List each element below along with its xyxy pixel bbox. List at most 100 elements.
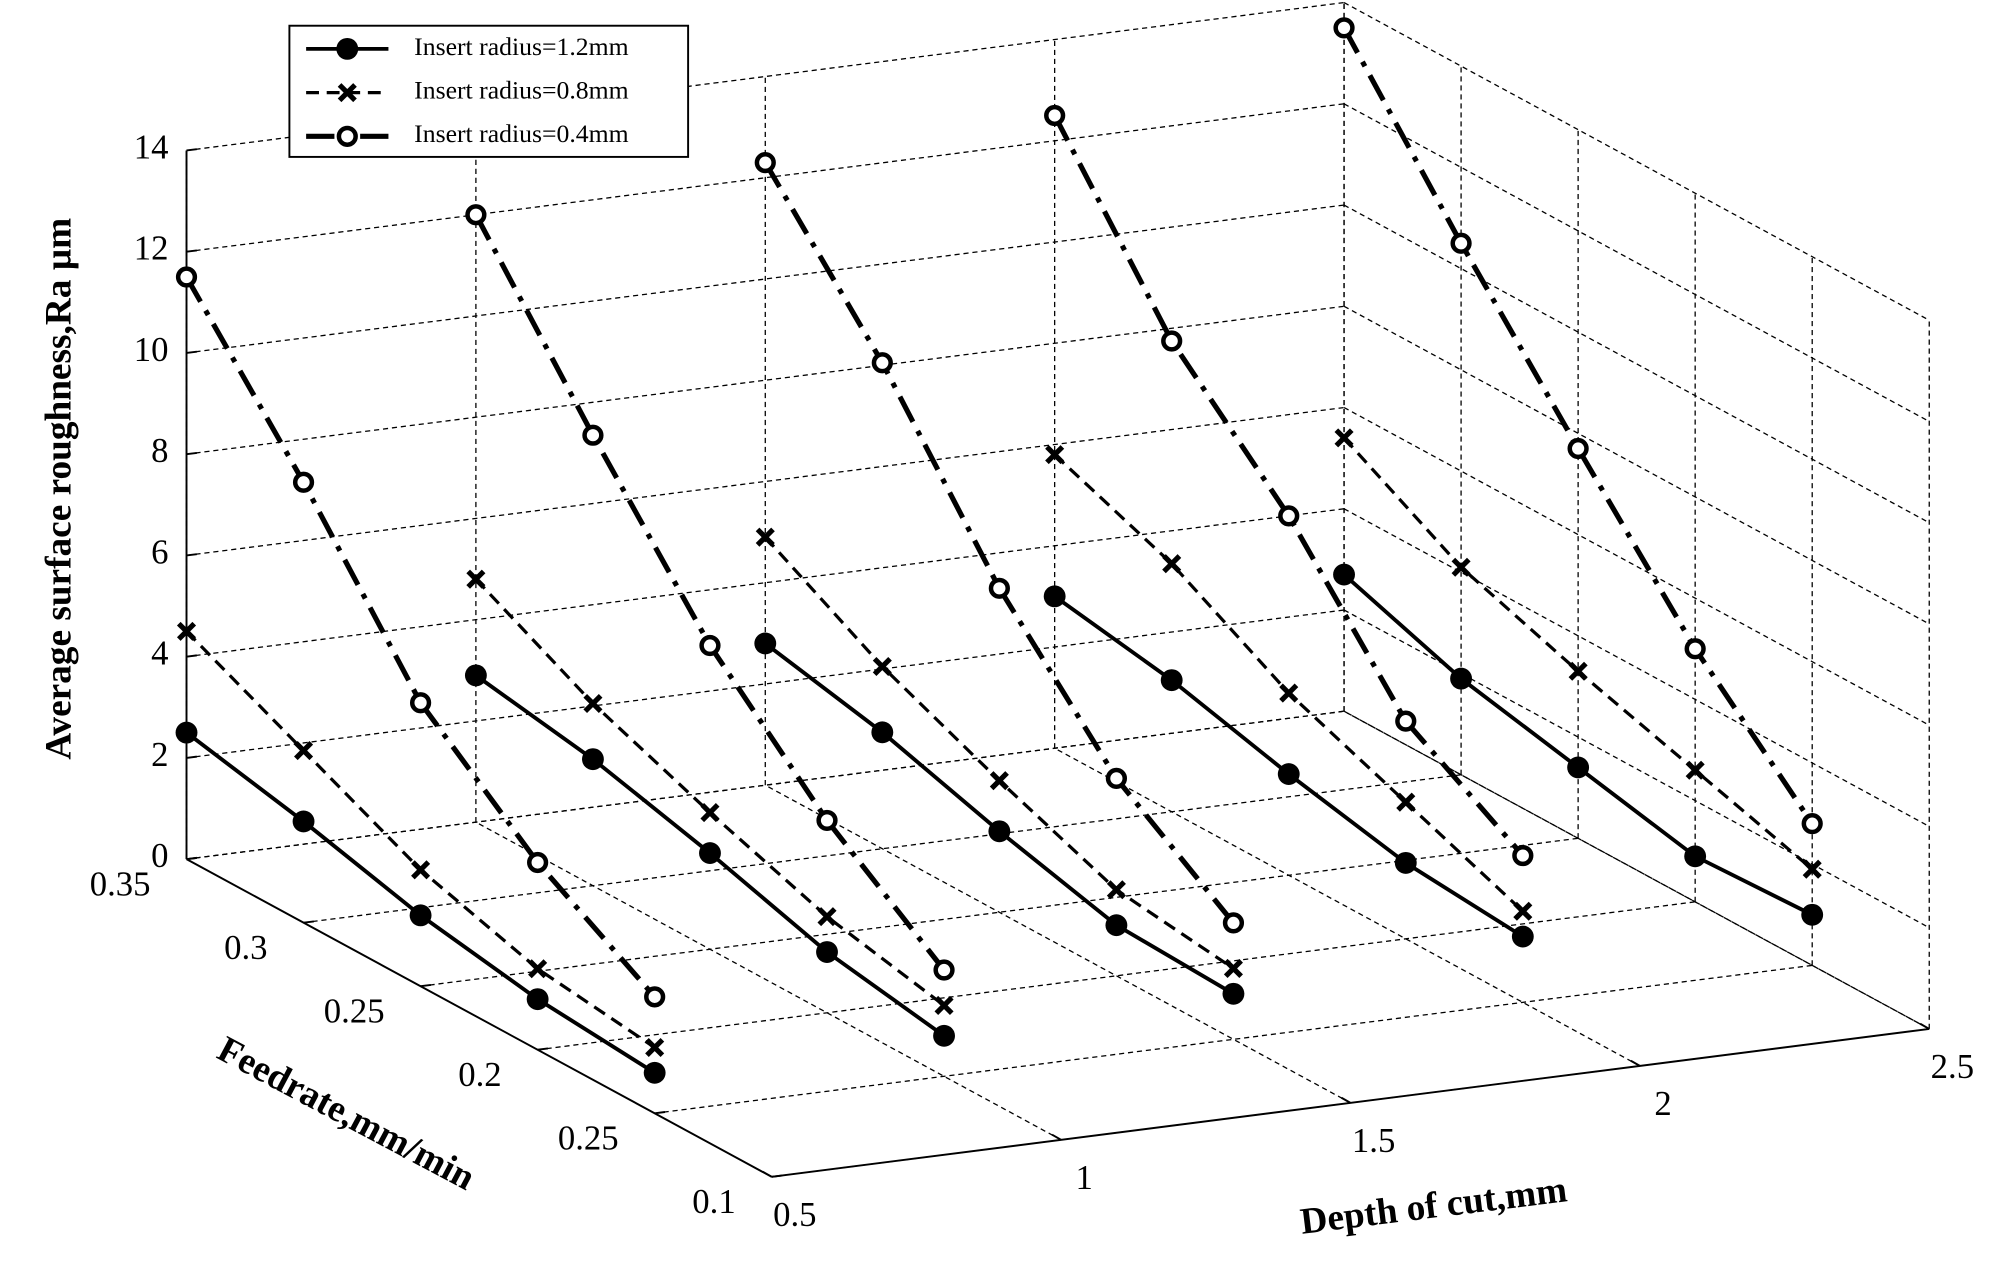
marker	[1333, 563, 1355, 586]
tick-mark	[654, 1111, 666, 1115]
marker	[1801, 903, 1824, 926]
marker	[528, 959, 548, 979]
marker	[871, 352, 893, 374]
series-line	[1341, 26, 1815, 826]
x-tick-label: 1	[1076, 1158, 1093, 1197]
y-axis-title: Feedrate,mm/min	[211, 1029, 482, 1199]
x-tick-label: 0.5	[773, 1195, 816, 1234]
z-tick-label: 12	[134, 229, 169, 268]
marker	[337, 83, 357, 103]
x-axis	[771, 1027, 1930, 1178]
marker	[989, 771, 1009, 791]
grid-line	[186, 710, 1345, 860]
y-tick-label: 0.3	[224, 928, 267, 967]
marker	[1512, 844, 1534, 867]
marker	[933, 959, 955, 981]
tick-mark	[186, 654, 197, 658]
tick-mark	[186, 856, 197, 861]
marker	[526, 988, 549, 1011]
grid-line	[1343, 406, 1930, 726]
marker	[1511, 925, 1534, 948]
marker	[1802, 859, 1822, 879]
tick-mark	[186, 249, 197, 253]
tick-mark	[186, 148, 197, 152]
grid-line	[1343, 204, 1930, 524]
marker	[1278, 505, 1300, 527]
tick-mark	[1630, 1059, 1641, 1067]
y-tick-label: 0.25	[324, 991, 385, 1030]
grid-line	[186, 103, 1345, 253]
z-tick-label: 8	[151, 431, 168, 470]
marker	[700, 803, 720, 823]
tick-mark	[186, 350, 197, 354]
marker	[755, 527, 775, 547]
legend-label: Insert radius=1.2mm	[414, 32, 629, 61]
grid-line	[1343, 2, 1930, 321]
grid-line	[303, 774, 1462, 924]
marker	[988, 577, 1010, 599]
tick-mark	[1919, 1022, 1930, 1030]
marker	[1277, 763, 1300, 785]
legend: Insert radius=1.2mm Insert radius=0.8mm In…	[288, 24, 690, 158]
series-line	[185, 731, 656, 1075]
marker	[294, 741, 314, 761]
marker	[583, 693, 603, 714]
marker	[1684, 638, 1706, 660]
z-tick-label: 4	[151, 634, 168, 673]
marker	[1334, 428, 1354, 448]
marker	[817, 907, 837, 927]
grid-line	[420, 837, 1579, 987]
marker	[1567, 437, 1589, 460]
tick-mark	[420, 983, 431, 988]
marker	[754, 151, 776, 174]
z-tick-label: 14	[134, 127, 169, 166]
series-line	[1052, 114, 1525, 858]
tick-mark	[762, 1170, 773, 1178]
z-axis-title: Average surface roughness,Ra µm	[38, 218, 79, 760]
marker	[1223, 958, 1243, 979]
grid-line	[186, 1, 1345, 152]
marker	[582, 424, 604, 446]
series-line	[763, 161, 1236, 925]
tick-mark	[303, 920, 314, 924]
marker	[465, 204, 487, 226]
grid-line	[475, 821, 1062, 1141]
marker	[643, 1061, 666, 1084]
y-axis	[186, 858, 773, 1178]
z-tick-label: 6	[151, 532, 168, 571]
z-tick-label: 10	[134, 330, 169, 369]
series-line	[764, 536, 1235, 970]
marker	[754, 632, 777, 655]
marker	[1395, 710, 1417, 732]
marker	[527, 851, 549, 874]
grid-line	[654, 964, 1813, 1114]
z-tick-label: 0	[151, 836, 168, 875]
marker	[336, 125, 358, 147]
marker	[1567, 756, 1590, 779]
grid-line	[1343, 305, 1930, 625]
marker	[1105, 914, 1128, 937]
marker	[988, 820, 1011, 843]
x-tick-label: 2	[1654, 1084, 1671, 1123]
marker	[1333, 17, 1355, 39]
y-tick-label: 0.25	[558, 1119, 619, 1158]
tick-mark	[771, 1174, 783, 1178]
grid-line	[537, 901, 1696, 1051]
tick-mark	[186, 553, 197, 557]
marker	[816, 941, 838, 963]
marker	[292, 810, 315, 833]
marker	[699, 634, 721, 657]
marker	[1162, 554, 1182, 574]
grid-line	[1343, 103, 1930, 423]
marker	[1685, 760, 1705, 780]
y-tick-label: 0.1	[692, 1182, 735, 1221]
x-axis-title: Depth of cut,mm	[1298, 1169, 1569, 1242]
marker	[466, 569, 486, 589]
marker	[1450, 667, 1473, 690]
marker	[1106, 880, 1126, 900]
marker	[1161, 330, 1183, 352]
marker	[175, 721, 198, 744]
grid-line	[1343, 508, 1930, 828]
grid-line	[186, 204, 1345, 354]
marker	[1568, 661, 1588, 681]
